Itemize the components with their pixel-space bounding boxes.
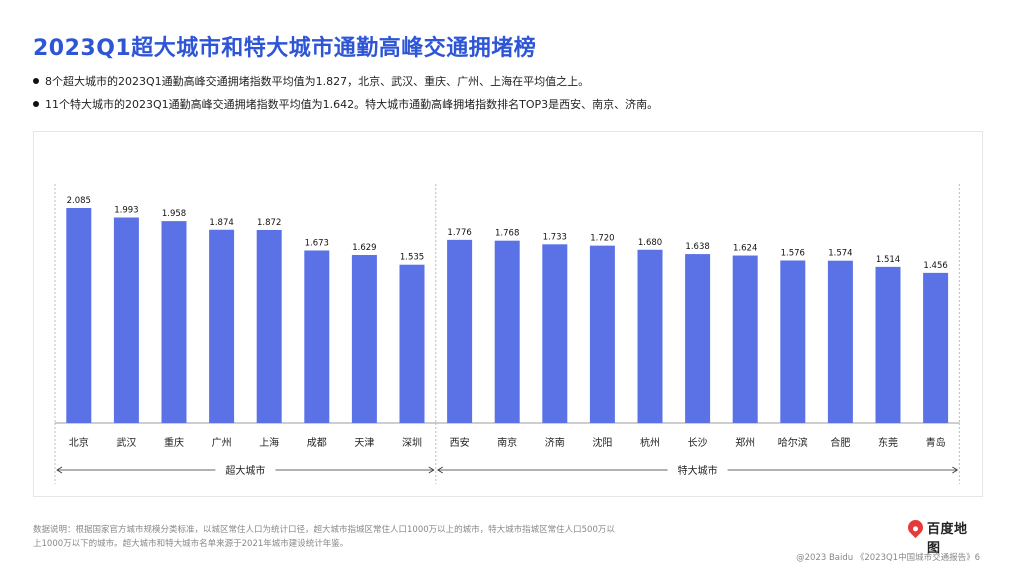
category-label: 武汉 bbox=[116, 436, 136, 449]
value-label: 1.776 bbox=[447, 228, 471, 238]
value-label: 1.733 bbox=[543, 232, 567, 242]
value-label: 1.872 bbox=[257, 218, 281, 228]
bar-东莞 bbox=[875, 266, 901, 423]
bullet-dot-icon bbox=[33, 101, 39, 107]
bar-天津 bbox=[351, 255, 377, 423]
value-label: 1.768 bbox=[495, 229, 519, 239]
arrow-right-icon bbox=[428, 466, 435, 474]
value-label: 1.958 bbox=[162, 209, 186, 219]
value-label: 1.993 bbox=[114, 205, 138, 215]
category-label: 青岛 bbox=[926, 436, 946, 449]
value-label: 1.574 bbox=[828, 249, 852, 259]
value-label: 1.576 bbox=[781, 248, 805, 258]
bar-长沙 bbox=[685, 254, 711, 423]
bar-南京 bbox=[494, 240, 520, 423]
arrow-left-icon bbox=[437, 466, 444, 474]
congestion-bar-chart: 2.085 北京 1.993 武汉 1.958 重庆 1.874 广州 1.872 上海 1.673… bbox=[54, 184, 960, 484]
group-label: 特大城市 bbox=[678, 464, 718, 477]
bar-济南 bbox=[542, 244, 568, 423]
bullet-dot-icon bbox=[33, 78, 39, 84]
value-label: 1.680 bbox=[638, 238, 662, 248]
category-label: 沈阳 bbox=[592, 436, 612, 449]
value-label: 2.085 bbox=[67, 196, 91, 206]
bar-沈阳 bbox=[589, 245, 615, 423]
baidu-map-logo: 百度地图 bbox=[904, 516, 980, 556]
bar-青岛 bbox=[923, 272, 949, 423]
category-label: 合肥 bbox=[830, 436, 850, 449]
value-label: 1.720 bbox=[590, 234, 614, 244]
group-label: 超大城市 bbox=[225, 464, 265, 477]
category-label: 成都 bbox=[307, 437, 327, 449]
bar-北京 bbox=[66, 208, 92, 423]
category-label: 北京 bbox=[69, 436, 89, 449]
category-label: 西安 bbox=[450, 436, 470, 449]
bar-上海 bbox=[256, 229, 282, 423]
bullet-item: 8个超大城市的2023Q1通勤高峰交通拥堵指数平均值为1.827，北京、武汉、重… bbox=[33, 72, 658, 95]
baidu-map-pin-icon bbox=[904, 516, 927, 539]
category-label: 重庆 bbox=[164, 436, 184, 449]
category-label: 南京 bbox=[497, 436, 517, 449]
bar-深圳 bbox=[399, 264, 425, 423]
category-label: 广州 bbox=[212, 437, 232, 449]
bar-重庆 bbox=[161, 221, 187, 423]
category-label: 济南 bbox=[545, 436, 565, 449]
arrow-left-icon bbox=[56, 466, 63, 474]
value-label: 1.514 bbox=[876, 255, 900, 265]
value-label: 1.874 bbox=[209, 218, 233, 228]
bar-广州 bbox=[209, 229, 235, 423]
category-label: 深圳 bbox=[402, 437, 422, 449]
category-label: 杭州 bbox=[640, 436, 660, 449]
bullet-text: 11个特大城市的2023Q1通勤高峰交通拥堵指数平均值为1.642。特大城市通勤… bbox=[45, 98, 659, 111]
bar-合肥 bbox=[827, 260, 853, 423]
value-label: 1.638 bbox=[685, 242, 709, 252]
category-label: 长沙 bbox=[688, 437, 708, 449]
arrow-right-icon bbox=[952, 466, 959, 474]
value-label: 1.535 bbox=[400, 253, 424, 263]
category-label: 上海 bbox=[259, 436, 279, 449]
bullet-item: 11个特大城市的2023Q1通勤高峰交通拥堵指数平均值为1.642。特大城市通勤… bbox=[33, 95, 658, 118]
bar-郑州 bbox=[732, 255, 758, 423]
value-label: 1.629 bbox=[352, 243, 376, 253]
bar-西安 bbox=[447, 239, 473, 423]
page-title: 2023Q1超大城市和特大城市通勤高峰交通拥堵榜 bbox=[33, 36, 537, 61]
value-label: 1.673 bbox=[305, 238, 329, 248]
value-label: 1.624 bbox=[733, 244, 757, 254]
bar-哈尔滨 bbox=[780, 260, 806, 423]
category-label: 郑州 bbox=[735, 436, 755, 449]
bullet-text: 8个超大城市的2023Q1通勤高峰交通拥堵指数平均值为1.827，北京、武汉、重… bbox=[45, 75, 590, 88]
category-label: 天津 bbox=[354, 437, 374, 449]
summary-bullets: 8个超大城市的2023Q1通勤高峰交通拥堵指数平均值为1.827，北京、武汉、重… bbox=[33, 72, 658, 118]
bar-武汉 bbox=[113, 217, 139, 423]
footer-copyright: @2023 Baidu 《2023Q1中国城市交通报告》6 bbox=[796, 553, 980, 563]
category-label: 哈尔滨 bbox=[778, 436, 808, 449]
chart-panel: 2.085 北京 1.993 武汉 1.958 重庆 1.874 广州 1.872 上海 1.673… bbox=[33, 131, 983, 497]
value-label: 1.456 bbox=[923, 261, 947, 271]
category-label: 东莞 bbox=[878, 436, 898, 449]
bar-杭州 bbox=[637, 249, 663, 423]
data-footnote: 数据说明：根据国家官方城市规模分类标准，以城区常住人口为统计口径，超大城市指城区… bbox=[33, 525, 615, 549]
bar-成都 bbox=[304, 250, 330, 423]
logo-text: 百度地图 bbox=[927, 522, 968, 556]
